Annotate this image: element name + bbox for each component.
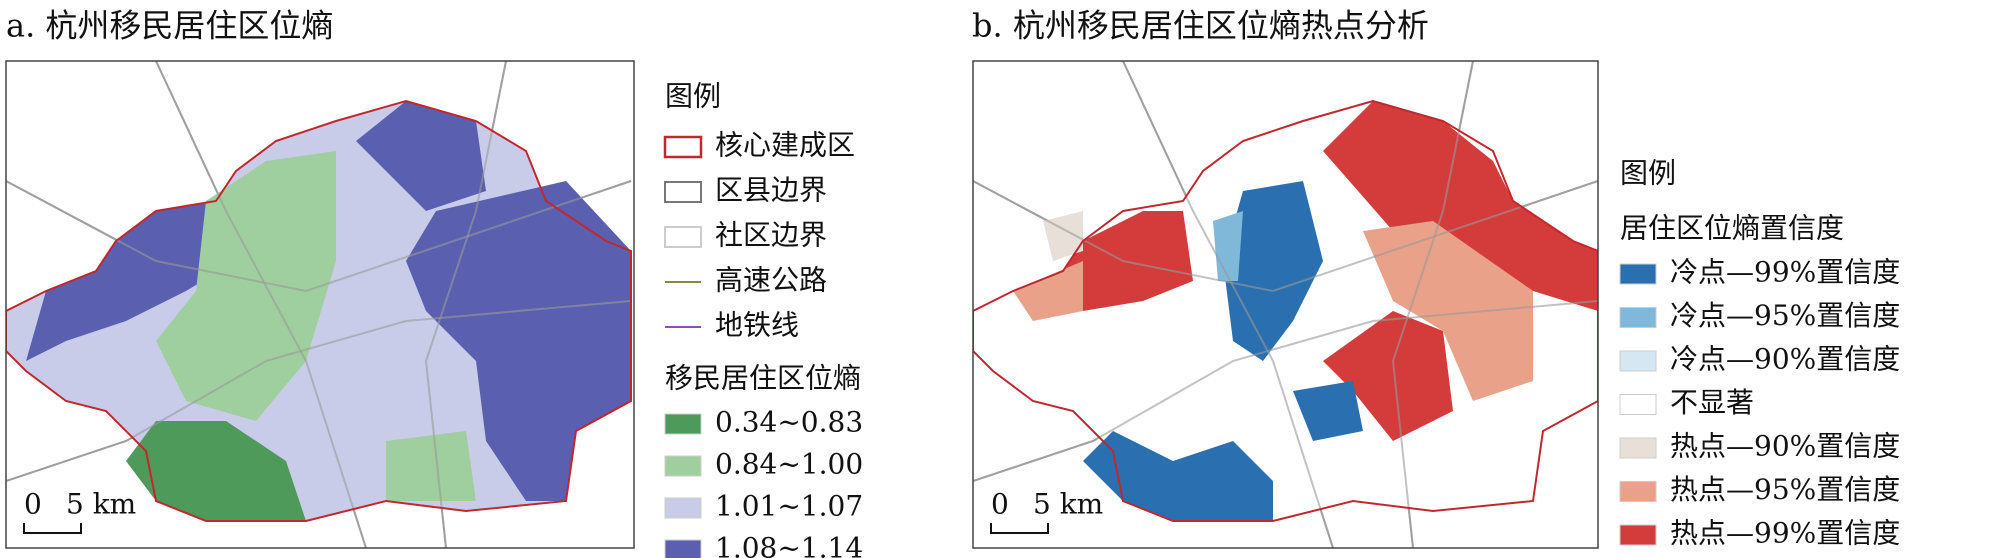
legend-section: 移民居住区位熵 [665, 362, 861, 395]
panel-title: a. 杭州移民居住区位熵 [6, 7, 333, 45]
legend-label: 区县边界 [715, 174, 827, 207]
legend-label: 社区边界 [715, 219, 827, 252]
scale-bar [990, 523, 1049, 534]
zone [1293, 381, 1363, 441]
legend-label: 0.84~1.00 [715, 448, 863, 481]
zone [1083, 431, 1273, 521]
legend-label: 冷点—90%置信度 [1670, 343, 1900, 376]
road [1391, 61, 1474, 548]
legend-swatch [664, 497, 702, 519]
legend-swatch [664, 226, 702, 248]
core-boundary [973, 99, 1598, 522]
legend-label: 热点—95%置信度 [1670, 473, 1900, 506]
legend-label: 热点—99%置信度 [1670, 517, 1900, 550]
legend-label: 1.01~1.07 [715, 490, 863, 523]
legend-label: 不显著 [1670, 386, 1754, 419]
road [424, 61, 507, 548]
legend-swatch [664, 413, 702, 435]
legend-swatch [1619, 307, 1657, 328]
road [973, 180, 1598, 293]
zone [1013, 261, 1083, 321]
road [1122, 61, 1334, 548]
legend-swatch [1619, 263, 1657, 285]
scale-distance: 5 km [1033, 488, 1103, 521]
core-boundary [6, 99, 632, 522]
legend-swatch [664, 539, 702, 558]
legend-label: 地铁线 [715, 309, 799, 342]
road [155, 61, 367, 548]
scale-zero: 0 [991, 488, 1009, 521]
zone [26, 201, 236, 361]
legend-label: 热点—90%置信度 [1670, 430, 1900, 463]
legend-swatch [664, 455, 702, 477]
legend-label: 冷点—95%置信度 [1670, 299, 1900, 332]
legend-label: 0.34~0.83 [715, 406, 863, 439]
scale-bar [23, 523, 82, 534]
panel-title: b. 杭州移民居住区位熵热点分析 [972, 7, 1429, 45]
scale-zero: 0 [24, 488, 42, 521]
map-frame [5, 60, 635, 549]
legend-title: 图例 [1620, 157, 1676, 190]
road [6, 300, 632, 482]
zone [386, 431, 476, 501]
zone [1363, 221, 1533, 401]
zone [126, 421, 306, 521]
legend-label: 冷点—99%置信度 [1670, 256, 1900, 289]
legend-swatch [664, 181, 702, 203]
zone [1323, 101, 1598, 311]
map: 0 5 km [973, 61, 1598, 548]
legend-swatch [1619, 524, 1657, 546]
legend-swatch [1619, 481, 1657, 502]
zone [356, 101, 486, 211]
map-frame [972, 60, 1599, 549]
zone [1323, 311, 1453, 441]
road [973, 300, 1598, 482]
zone [1213, 211, 1243, 281]
legend-label: 核心建成区 [715, 129, 855, 162]
legend-section: 居住区位熵置信度 [1620, 212, 1844, 245]
legend-title: 图例 [665, 80, 721, 113]
legend-swatch [663, 135, 703, 159]
legend-label: 1.08~1.14 [715, 532, 863, 558]
zone [406, 181, 631, 501]
legend-swatch [1619, 437, 1657, 459]
legend-swatch [1619, 394, 1657, 415]
legend-label: 高速公路 [715, 264, 827, 297]
map: 0 5 km [6, 61, 634, 548]
legend-swatch [1619, 350, 1657, 372]
road [6, 180, 632, 293]
scale-distance: 5 km [66, 488, 136, 521]
